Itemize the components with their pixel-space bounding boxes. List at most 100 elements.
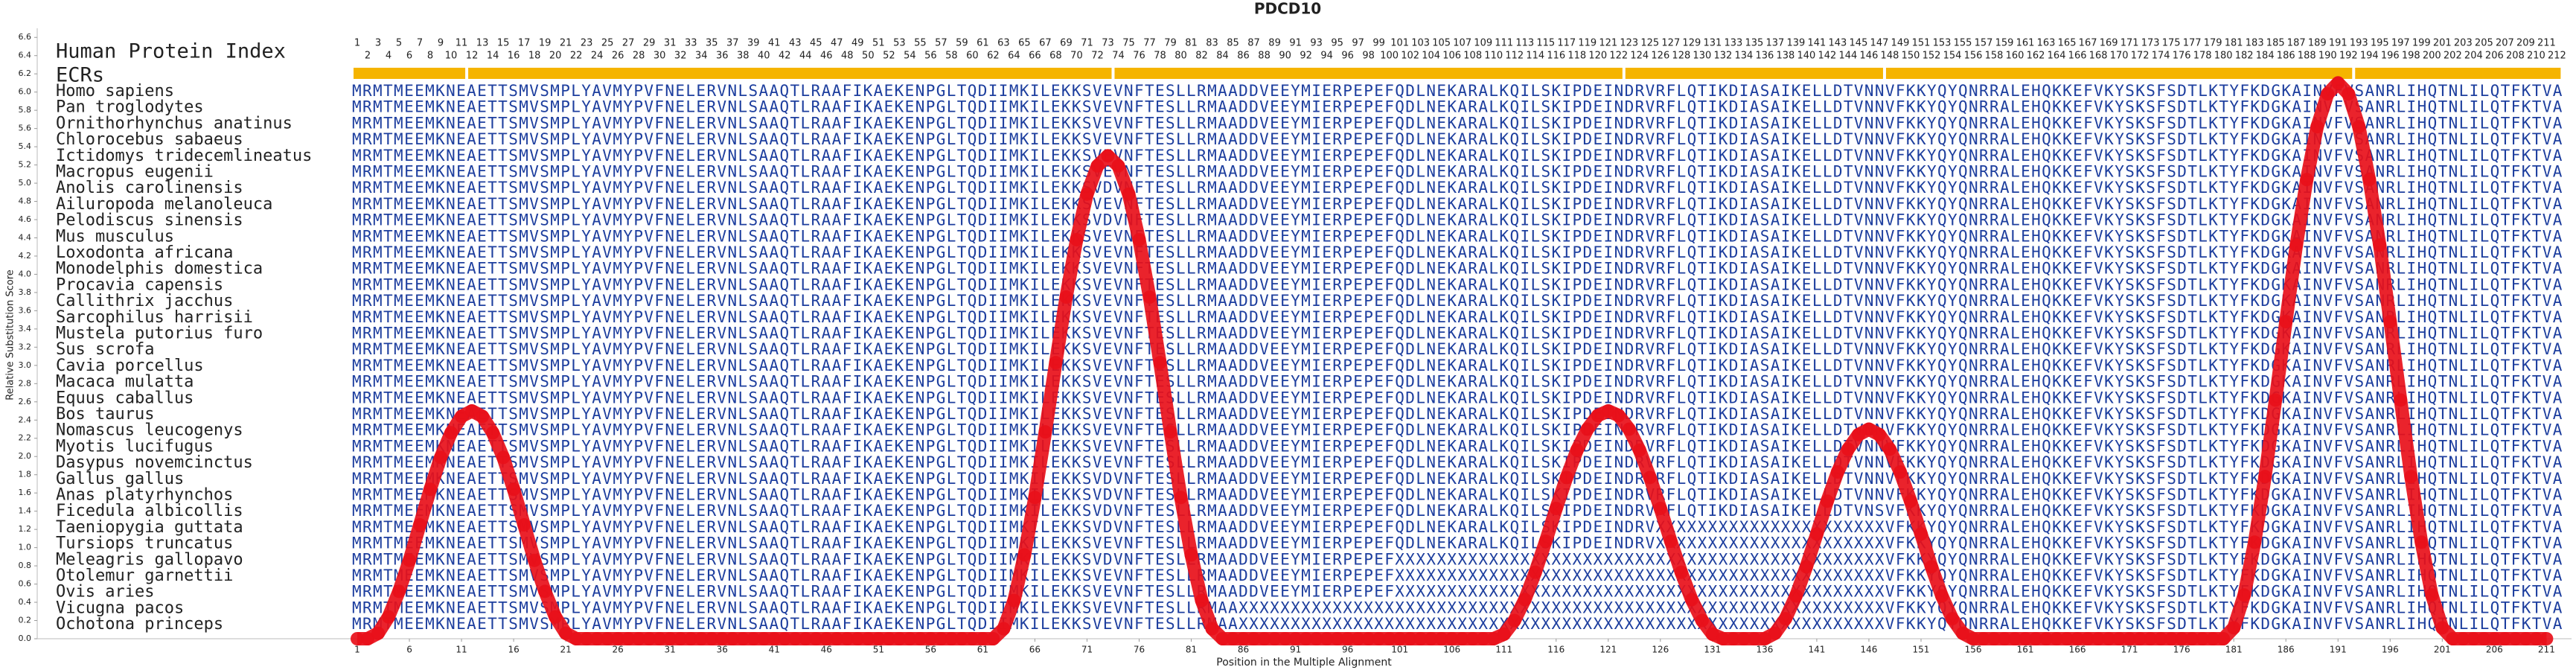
protein-index-label: 65	[1018, 38, 1031, 49]
protein-index-label: 87	[1247, 38, 1260, 49]
score-point	[382, 610, 396, 624]
protein-index-label: 207	[2496, 38, 2514, 49]
protein-index-label: 112	[1505, 51, 1524, 62]
score-point	[392, 584, 406, 599]
chart-title: PDCD10	[1254, 0, 1321, 18]
protein-index-label: 46	[820, 51, 833, 62]
protein-index-label: 63	[997, 38, 1010, 49]
species-name: Monodelphis domestica	[56, 260, 263, 278]
y-tick-label: 1.6	[19, 488, 32, 497]
score-point	[601, 632, 615, 645]
protein-index-label: 8	[427, 51, 433, 62]
protein-index-label: 114	[1526, 51, 1544, 62]
x-tick-label: 21	[560, 645, 571, 655]
protein-index-label: 137	[1765, 38, 1784, 49]
protein-index-label: 32	[674, 51, 687, 62]
protein-index-label: 13	[476, 38, 489, 49]
x-tick-label: 211	[2538, 645, 2555, 655]
score-point	[559, 626, 573, 640]
species-name: Callithrix jacchus	[56, 292, 233, 310]
protein-index-label: 99	[1372, 38, 1385, 49]
protein-index-label: 205	[2475, 38, 2493, 49]
score-point	[1611, 409, 1626, 423]
protein-index-label: 101	[1390, 38, 1409, 49]
y-tick-label: 3.4	[19, 324, 32, 334]
score-point	[1893, 465, 1907, 479]
score-point	[1351, 632, 1365, 645]
protein-index-label: 58	[945, 51, 958, 62]
protein-index-label: 14	[487, 51, 499, 62]
species-name: Sarcophilus harrisii	[56, 308, 253, 327]
score-point	[1768, 626, 1782, 640]
score-point	[1684, 593, 1698, 607]
score-point	[528, 553, 542, 567]
protein-index-label: 98	[1362, 51, 1375, 62]
protein-index-label: 194	[2360, 51, 2379, 62]
score-point	[1038, 425, 1052, 439]
score-point	[2050, 632, 2064, 645]
score-point	[872, 632, 886, 645]
protein-index-label: 59	[956, 38, 968, 49]
score-point	[1977, 632, 1991, 645]
ecr-bar	[1885, 68, 2353, 79]
protein-index-label: 10	[445, 51, 458, 62]
protein-index-label: 57	[935, 38, 947, 49]
score-point	[882, 632, 896, 645]
protein-index-label: 148	[1881, 51, 1899, 62]
protein-index-label: 199	[2412, 38, 2431, 49]
protein-index-label: 200	[2423, 51, 2441, 62]
species-name: Anolis carolinensis	[56, 179, 243, 197]
score-point	[2060, 632, 2074, 645]
score-point	[2164, 632, 2179, 645]
x-tick-label: 141	[1808, 645, 1825, 655]
species-name: Anas platyrhynchos	[56, 486, 233, 505]
protein-index-label: 28	[633, 51, 645, 62]
species-name: Nomascus leucogenys	[56, 421, 243, 440]
y-tick-label: 3.8	[19, 287, 32, 297]
y-tick-label: 4.0	[19, 269, 32, 278]
species-name: Procavia capensis	[56, 275, 223, 294]
x-tick-label: 191	[2330, 645, 2347, 655]
score-point	[569, 632, 584, 645]
score-point	[1570, 443, 1584, 457]
protein-index-label: 24	[591, 51, 604, 62]
protein-index-label: 128	[1672, 51, 1690, 62]
x-tick-label: 156	[1965, 645, 1982, 655]
x-tick-label: 76	[1134, 645, 1145, 655]
protein-index-label: 198	[2402, 51, 2420, 62]
score-point	[892, 632, 907, 645]
x-tick-label: 31	[665, 645, 676, 655]
score-point	[1924, 560, 1938, 574]
sequence-row: MRMTMEEMKNEAETTSMVSMPLYAVMYPVFNELERVNLSA…	[352, 470, 2563, 488]
score-point	[1872, 427, 1886, 441]
protein-index-label: 25	[601, 38, 614, 49]
score-point	[1601, 404, 1615, 418]
protein-index-label: 151	[1912, 38, 1931, 49]
score-point	[1747, 632, 1761, 645]
x-tick-label: 36	[717, 645, 728, 655]
protein-index-label: 121	[1599, 38, 1617, 49]
sequence-row: MRMTMEEMKNEAETTSMVSMPLYAVMYPVFNELERVNLSA…	[352, 340, 2563, 358]
score-point	[1716, 632, 1730, 645]
score-point	[2362, 173, 2377, 187]
protein-index-label: 210	[2527, 51, 2545, 62]
score-point	[1799, 560, 1813, 574]
score-point	[549, 610, 563, 624]
protein-index-label: 83	[1206, 38, 1218, 49]
score-point	[1195, 593, 1209, 607]
score-point	[2217, 632, 2231, 645]
protein-index-label: 168	[2089, 51, 2108, 62]
protein-index-label: 138	[1776, 51, 1794, 62]
protein-index-label: 77	[1143, 38, 1156, 49]
protein-index-label: 62	[987, 51, 1000, 62]
score-point	[2248, 535, 2262, 549]
y-tick-label: 3.2	[19, 342, 32, 351]
x-tick-label: 176	[2173, 645, 2190, 655]
protein-index-label: 154	[1943, 51, 1962, 62]
score-point	[767, 632, 782, 645]
score-point	[851, 632, 865, 645]
sequence-row: MRMTMEEMKNEAETTSMVSMPLYAVMYPVFNELERVNLSA…	[352, 211, 2563, 229]
protein-index-label: 78	[1154, 51, 1166, 62]
sequence-row: MRMTMEEMKNEAETTSMVSMPLYAVMYPVFNELERVNLSA…	[352, 147, 2563, 165]
